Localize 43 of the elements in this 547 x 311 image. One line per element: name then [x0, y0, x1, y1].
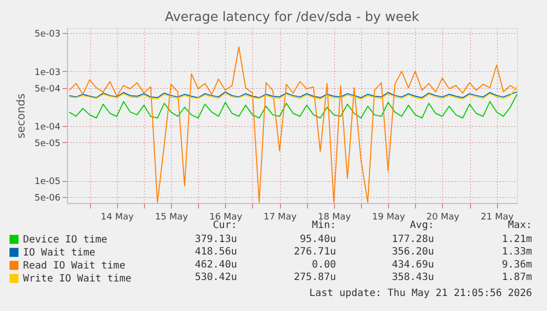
x-tick-label: 18 May: [318, 212, 352, 222]
text: 0.00: [312, 259, 336, 270]
text: 356.20u: [392, 246, 434, 258]
text: 275.87u: [294, 272, 336, 284]
text: 530.42u: [194, 272, 237, 284]
text: 379.13u: [194, 234, 237, 245]
text: 434.69u: [392, 259, 434, 270]
text: 276.71u: [294, 246, 336, 258]
text: Avg:: [410, 220, 434, 231]
text: Cur:: [212, 220, 237, 231]
chart-title: Average latency for /dev/sda - by week: [164, 10, 420, 25]
text: 358.43u: [392, 272, 434, 284]
x-tick-label: 17 May: [264, 212, 298, 222]
text: 1.87m: [502, 272, 532, 284]
legend-label: Read IO Wait time: [23, 260, 126, 272]
y-tick-label: 5e-03: [34, 30, 60, 40]
x-tick-label: 15 May: [155, 212, 189, 222]
text: 177.28u: [392, 234, 434, 245]
y-tick-label: 1e-05: [34, 177, 60, 188]
text: 418.56u: [194, 246, 237, 258]
text: Min:: [312, 220, 336, 231]
text: Max:: [508, 220, 532, 231]
text: 1.21m: [502, 234, 532, 245]
line-series: [68, 86, 518, 100]
text: 95.40u: [300, 234, 336, 245]
legend-label: Write IO Wait time: [23, 273, 132, 284]
text: 462.40u: [194, 259, 237, 270]
x-tick-label: 19 May: [372, 212, 406, 222]
y-tick-label: 5e-05: [34, 138, 60, 149]
y-tick-label: 5e-06: [34, 194, 61, 204]
line-series: [68, 94, 518, 118]
y-tick-label: 5e-04: [34, 84, 61, 94]
y-tick-label: 1e-03: [34, 68, 60, 78]
text: 9.36m: [502, 259, 532, 270]
text: 1.33m: [502, 246, 532, 258]
x-tick-label: 14 May: [100, 212, 134, 222]
text: Last update: Thu May 21 21:05:56 2026: [309, 288, 532, 299]
x-tick-label: 20 May: [426, 212, 460, 222]
legend-label: Device IO time: [23, 234, 108, 246]
y-axis-title: seconds: [14, 93, 28, 138]
x-tick-label: 21 May: [480, 212, 514, 222]
legend-label: IO Wait time: [23, 247, 96, 258]
y-tick-label: 1e-04: [34, 122, 61, 132]
